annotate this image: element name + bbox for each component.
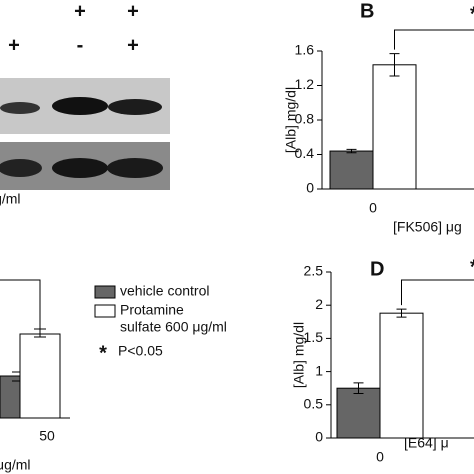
significance-star: *: [470, 3, 474, 25]
panel-label: D: [370, 258, 384, 280]
legend-label: Protamine: [120, 302, 184, 318]
bracket: [401, 279, 474, 306]
legend-swatch: [94, 304, 116, 318]
y-axis-label: [Alb] mg/dl: [283, 87, 299, 153]
y-tick-label: 1.5: [304, 329, 324, 345]
y-tick-label: 1: [315, 362, 323, 378]
blot-band: [52, 158, 108, 178]
y-tick-label: 0.4: [295, 145, 315, 161]
blot-sign: +: [8, 34, 20, 56]
x-axis-label: [FK506] μg: [393, 219, 462, 235]
y-tick-label: 2: [315, 296, 323, 312]
x-tick-label: 50: [39, 428, 55, 444]
blot-band: [107, 158, 163, 178]
blot-band: [0, 159, 42, 177]
y-tick-label: 0.5: [304, 396, 324, 412]
y-tick-label: 1.6: [295, 42, 315, 58]
blot-band: [52, 97, 108, 115]
blot-sign: +: [127, 34, 139, 56]
y-tick-label: 1.2: [295, 76, 315, 92]
legend-note: P<0.05: [118, 343, 163, 359]
bar: [336, 387, 381, 439]
x-tick-label: 0: [369, 200, 377, 216]
x-axis-label: [E64] μ: [404, 435, 449, 451]
y-tick-label: 0: [315, 429, 323, 445]
bar: [379, 312, 424, 439]
bar: [372, 64, 417, 190]
bar-partial: [19, 333, 61, 419]
error-bar: [353, 382, 364, 395]
unit-label: μg/ml: [0, 191, 21, 207]
y-axis-label: [Alb] mg/dl: [291, 322, 307, 388]
blot-sign: +: [127, 0, 139, 22]
x-axis-label: μg/ml: [0, 457, 31, 473]
y-tick-label: 2.5: [304, 263, 324, 279]
significance-star: *: [470, 256, 474, 278]
error-bar: [346, 148, 357, 154]
blot-band: [0, 102, 40, 114]
blot-sign: +: [74, 0, 86, 22]
error-bar: [396, 308, 407, 318]
panel-label: B: [360, 0, 374, 22]
legend-label: sulfate 600 μg/ml: [120, 319, 227, 335]
bar: [329, 150, 374, 190]
bar-partial: [0, 375, 21, 419]
y-tick-label: 0: [306, 180, 314, 196]
legend-star: *: [99, 342, 107, 364]
y-tick-label: 0.8: [295, 111, 315, 127]
bracket: [394, 29, 474, 50]
legend-label: vehicle control: [120, 283, 210, 299]
bracket: [0, 279, 46, 382]
legend-swatch: [94, 285, 116, 299]
error-bar: [389, 53, 400, 77]
blot-sign: -: [77, 34, 84, 56]
blot-band: [108, 99, 162, 115]
x-tick-label: 0: [376, 449, 384, 465]
